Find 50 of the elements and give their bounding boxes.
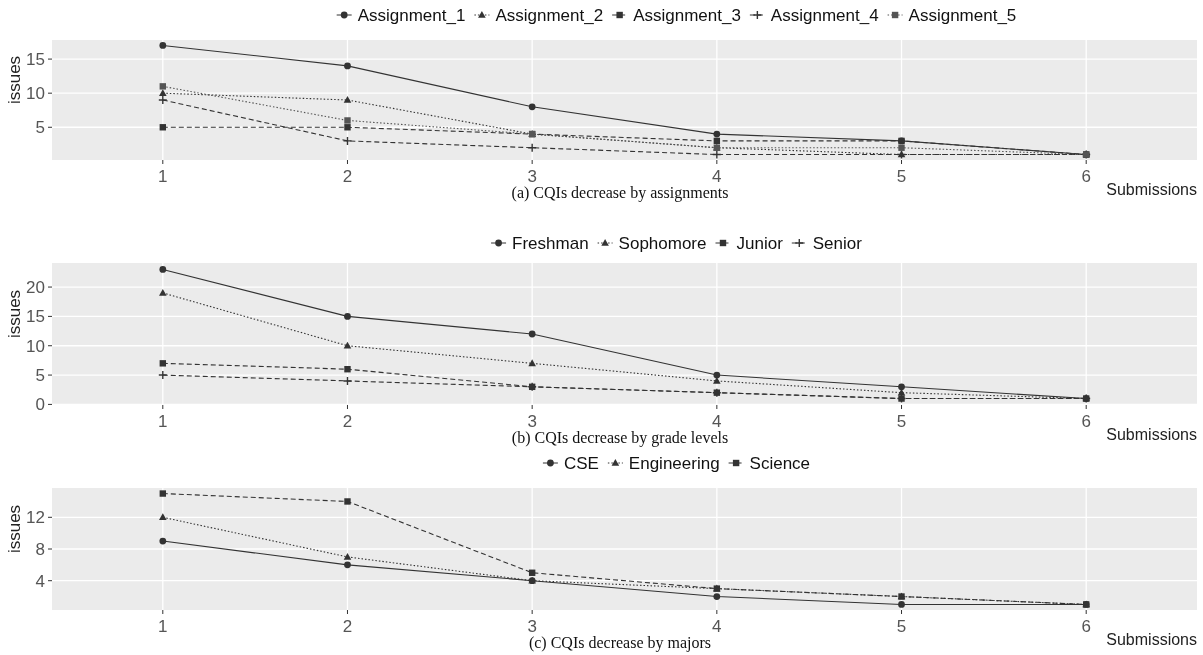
x-tick-label: 6 — [1081, 412, 1091, 431]
y-axis-title: issues — [5, 289, 24, 339]
text: (a) CQIs decrease by assignments — [511, 184, 729, 202]
x-tick-label: 1 — [158, 617, 168, 636]
y-tick-label: 15 — [26, 50, 45, 70]
legend-label: Assignment_5 — [908, 5, 1017, 25]
x-tick-label: 5 — [896, 617, 907, 636]
y-tick-label: 10 — [26, 84, 45, 104]
x-tick-label: 5 — [896, 167, 907, 186]
x-tick-label: 4 — [712, 412, 722, 431]
x-tick-label: 2 — [342, 617, 353, 636]
legend-label: Engineering — [628, 453, 720, 473]
x-tick-label: 3 — [527, 412, 537, 431]
x-axis-title: Submissions — [1106, 631, 1197, 648]
legend-label: Science — [749, 453, 811, 473]
x-axis-title: Submissions — [1106, 426, 1197, 443]
x-tick-label: 1 — [158, 412, 168, 431]
y-tick-label: 15 — [26, 307, 45, 327]
x-tick-label: 4 — [712, 617, 722, 636]
y-axis-title: issues — [5, 55, 24, 105]
text: (b) CQIs decrease by grade levels — [511, 429, 729, 447]
x-tick-label: 2 — [342, 412, 353, 431]
legend-label: Assignment_4 — [770, 5, 879, 25]
x-tick-label: 1 — [158, 167, 168, 186]
legend-label: Assignment_3 — [633, 5, 741, 25]
legend-label: Freshman — [512, 233, 589, 253]
y-tick-label: 12 — [26, 508, 45, 528]
legend-label: CSE — [563, 453, 599, 473]
legend-label: Senior — [812, 233, 863, 253]
y-tick-label: 20 — [26, 278, 45, 298]
y-tick-label: 10 — [26, 336, 45, 356]
x-tick-label: 2 — [342, 167, 353, 186]
y-tick-label: 8 — [35, 539, 45, 559]
x-axis-title: Submissions — [1106, 181, 1197, 198]
x-tick-label: 4 — [712, 167, 722, 186]
legend-label: Junior — [736, 233, 784, 253]
x-tick-label: 3 — [527, 617, 537, 636]
y-axis-title: issues — [5, 504, 24, 554]
legend-label: Sophomore — [618, 233, 707, 253]
x-tick-label: 5 — [896, 412, 907, 431]
text: (c) CQIs decrease by majors — [528, 634, 712, 652]
legend-label: Assignment_2 — [495, 5, 604, 25]
y-tick-label: 0 — [35, 395, 45, 415]
legend-label: Assignment_1 — [357, 5, 466, 25]
x-tick-label: 6 — [1081, 167, 1091, 186]
y-tick-label: 5 — [35, 118, 45, 138]
y-tick-label: 5 — [35, 366, 45, 386]
x-tick-label: 3 — [527, 167, 537, 186]
x-tick-label: 6 — [1081, 617, 1091, 636]
y-tick-label: 4 — [35, 571, 45, 591]
